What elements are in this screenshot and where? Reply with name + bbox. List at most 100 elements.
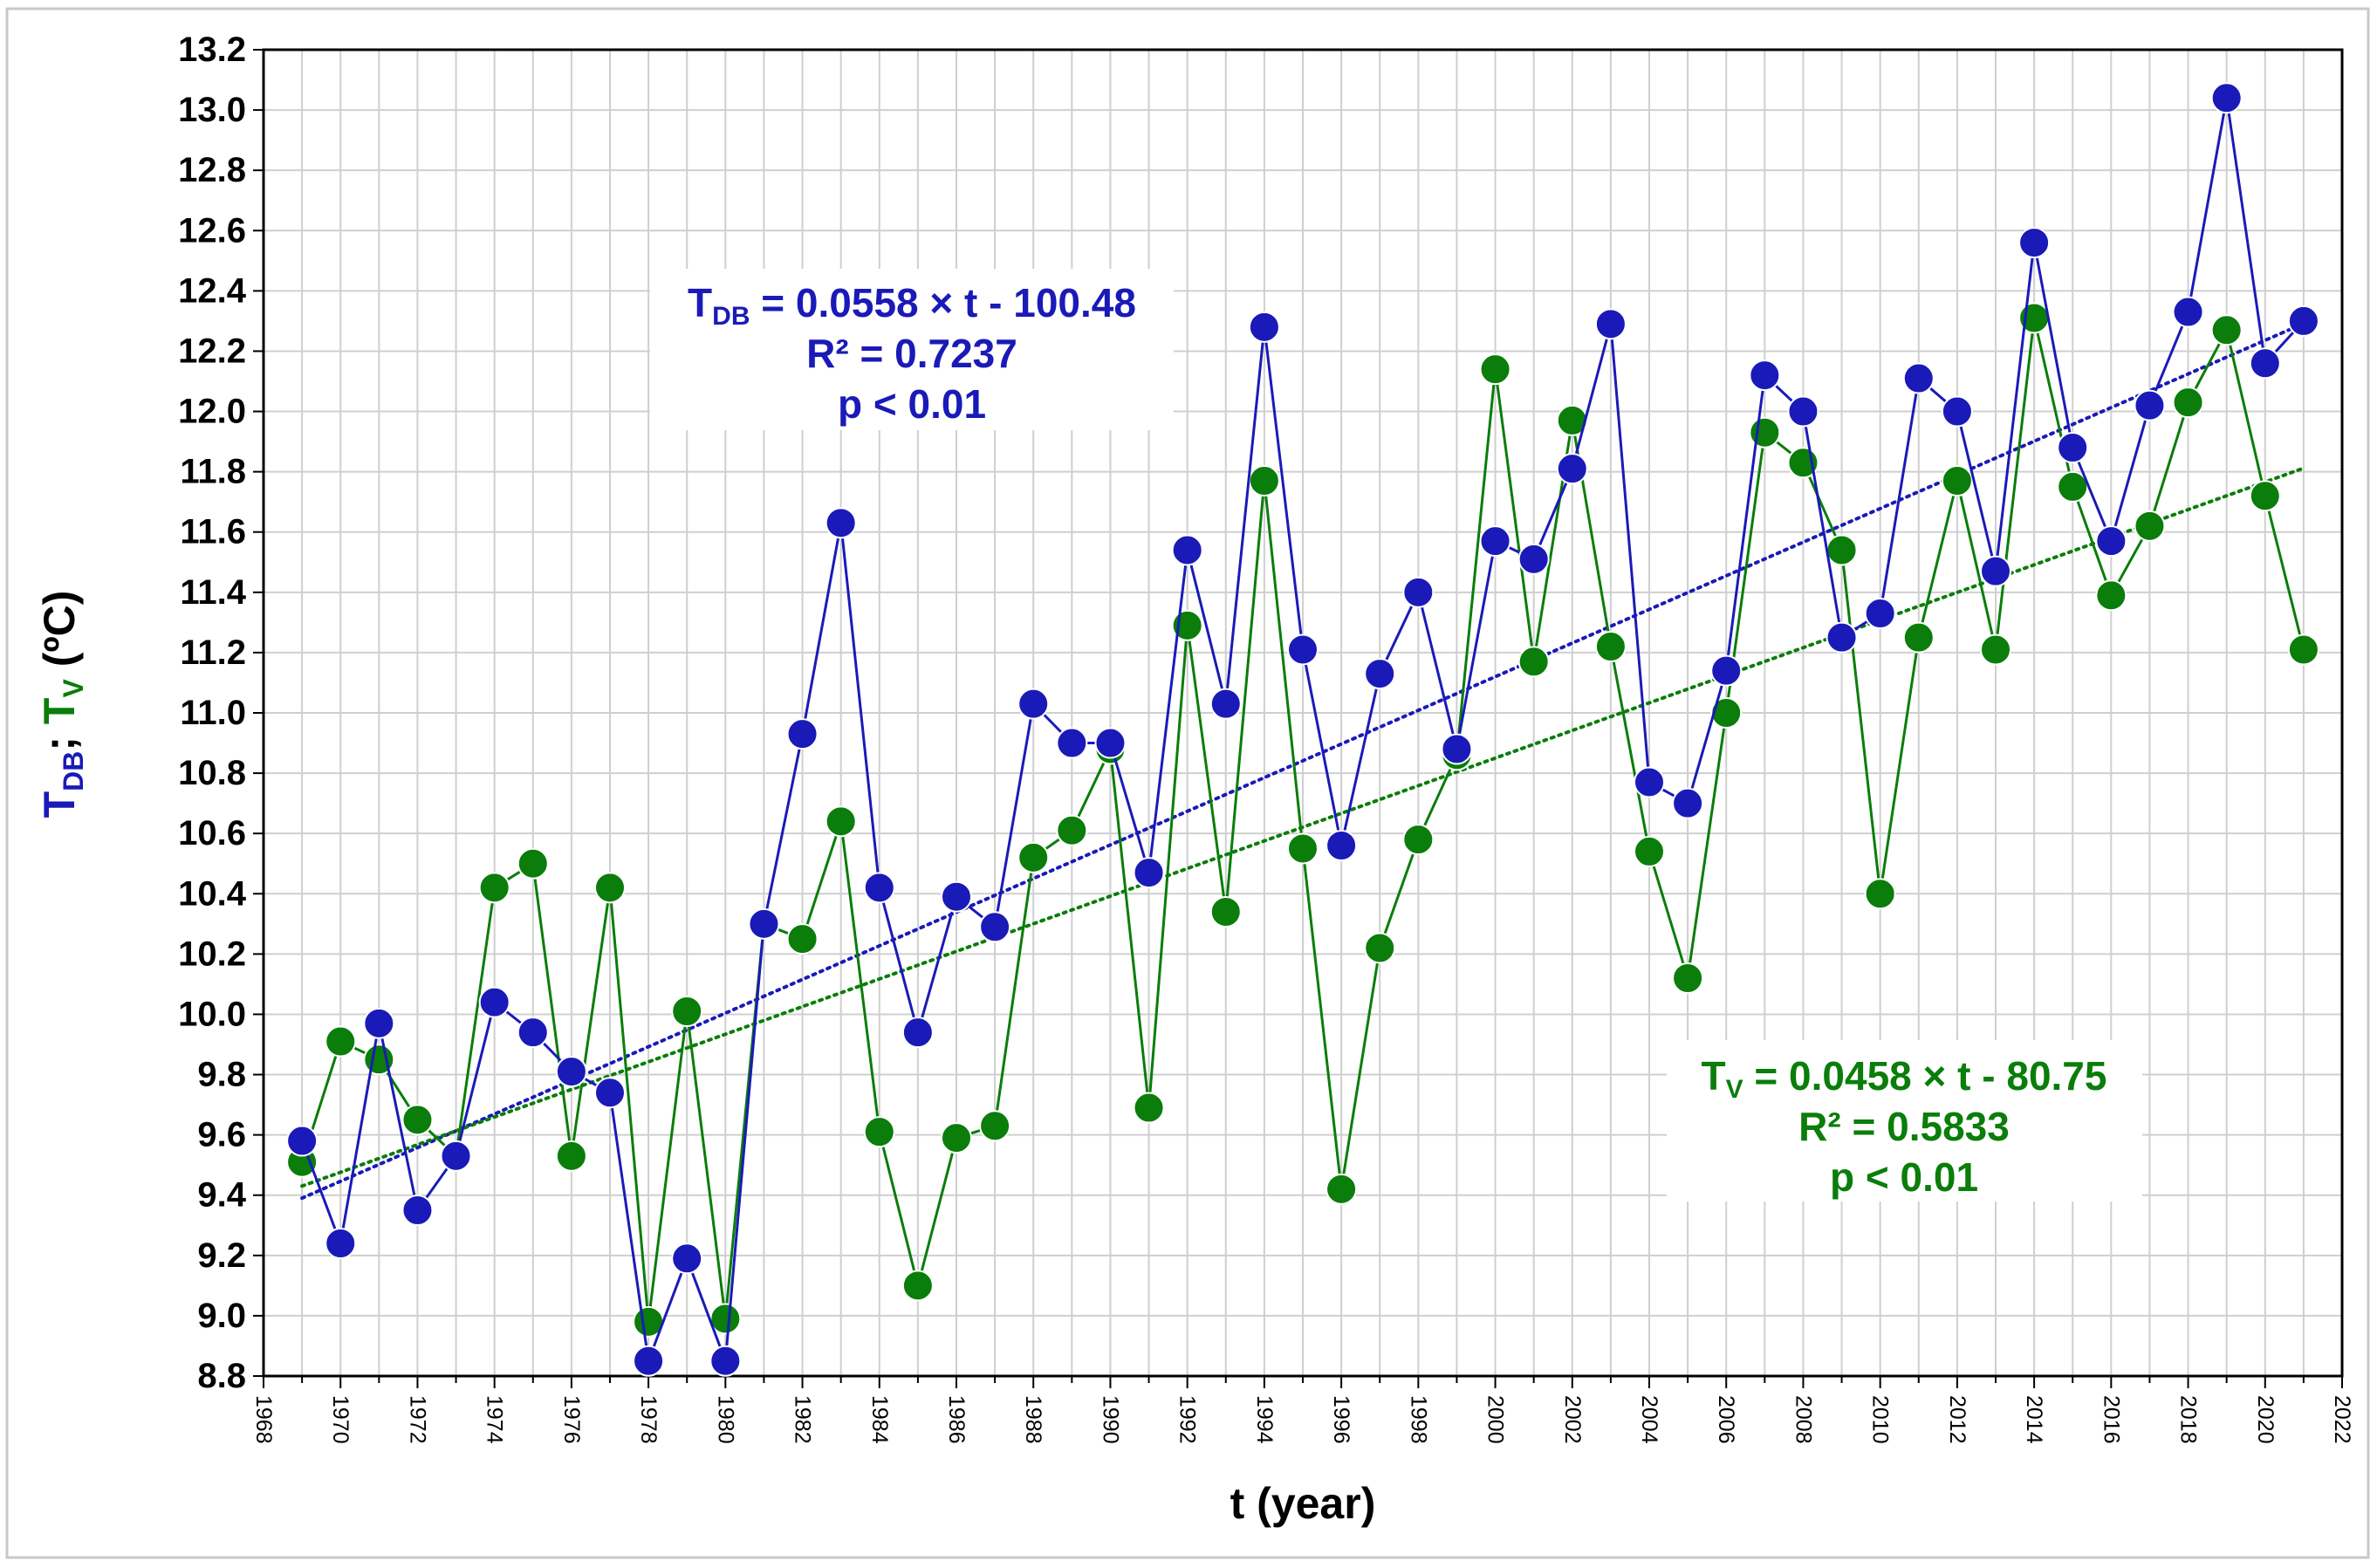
x-tick-label: 2020 [2253, 1395, 2278, 1444]
v-data-point [2057, 470, 2089, 503]
db-data-point [1364, 658, 1396, 690]
v-data-point [1133, 1092, 1165, 1124]
v-data-point [594, 872, 626, 904]
v-data-point [1749, 416, 1781, 448]
v-data-point [941, 1122, 972, 1154]
v-data-point [1248, 465, 1280, 496]
y-tick-label: 10.8 [178, 754, 246, 792]
v-eq-lhs-sub: V [1726, 1075, 1743, 1104]
db-data-point [901, 1017, 934, 1049]
db-data-point [1017, 688, 1050, 720]
v-p-value: p < 0.01 [1830, 1154, 1978, 1200]
db-data-point [1094, 727, 1127, 759]
x-tick-label: 1978 [636, 1395, 661, 1444]
y-tick-label: 9.4 [197, 1176, 246, 1215]
v-data-point [517, 847, 549, 880]
v-data-point [2210, 314, 2243, 346]
x-tick-label: 2006 [1714, 1395, 1738, 1444]
x-tick-label: 2004 [1637, 1395, 1661, 1444]
y-tick-label: 12.0 [178, 393, 246, 431]
db-data-point [478, 986, 510, 1018]
axis-ticks: 1968 1970 1972 1974 1976 1978 1980 1982 1984 1986… [178, 31, 2354, 1444]
db-data-point [1749, 359, 1781, 392]
x-tick-label: 2012 [1945, 1395, 1969, 1444]
v-data-point [1710, 697, 1743, 729]
v-data-point [1941, 465, 1973, 496]
db-data-point [2172, 296, 2204, 328]
v-data-point [2134, 510, 2166, 542]
v-data-point [325, 1025, 357, 1058]
x-tick-label: 1992 [1175, 1395, 1200, 1444]
x-tick-label: 1996 [1329, 1395, 1353, 1444]
x-tick-label: 1998 [1406, 1395, 1430, 1444]
v-data-point [401, 1104, 434, 1136]
x-tick-label: 1968 [251, 1395, 276, 1444]
v-data-point [1556, 404, 1588, 436]
v-data-point [1864, 878, 1896, 910]
x-tick-label: 1972 [405, 1395, 429, 1444]
figure-border [5, 7, 2370, 1559]
db-eq-lhs-sub: DB [712, 302, 750, 331]
db-data-point [517, 1017, 549, 1049]
x-tick-label: 2002 [1560, 1395, 1585, 1444]
v-data-point [1826, 534, 1858, 566]
db-data-point [1941, 395, 1973, 428]
db-data-point [1902, 362, 1935, 394]
v-data-point [1326, 1173, 1358, 1205]
v-eq-lhs-main: T [1702, 1053, 1726, 1099]
x-tick-label: 2010 [1868, 1395, 1893, 1444]
y-tick-label: 11.6 [180, 513, 246, 551]
db-data-point [1634, 766, 1665, 798]
x-tick-label: 2016 [2099, 1395, 2123, 1444]
x-tick-label: 2022 [2330, 1395, 2354, 1444]
db-data-point [786, 718, 819, 750]
v-data-point [478, 872, 510, 904]
db-data-point [671, 1243, 703, 1275]
y-tick-label: 13.2 [178, 31, 246, 69]
db-data-point [825, 507, 857, 539]
x-tick-label: 2000 [1483, 1395, 1508, 1444]
v-data-point [786, 923, 819, 955]
db-data-point [1980, 555, 2011, 587]
db-data-point [363, 1007, 395, 1039]
db-data-point [2287, 305, 2319, 337]
db-data-point [941, 880, 972, 913]
v-data-point [979, 1110, 1011, 1142]
db-data-point [1056, 727, 1088, 759]
db-data-point [979, 911, 1011, 943]
y-tick-label: 11.0 [180, 694, 246, 732]
y-tick-label: 10.6 [178, 814, 246, 852]
db-data-point [709, 1345, 742, 1377]
db-data-point [863, 872, 895, 904]
y-tick-label: 10.4 [178, 874, 247, 913]
db-data-point [1441, 733, 1473, 765]
db-data-point [633, 1345, 665, 1377]
y-tick-label: 13.0 [178, 91, 246, 129]
y-title-db-sub: DB [58, 751, 89, 791]
x-axis-title: t (year) [1230, 1479, 1376, 1528]
db-data-point [1787, 395, 1819, 428]
db-trend-equation: TDB = 0.0558 × t - 100.48 [688, 280, 1136, 331]
v-data-point [709, 1303, 742, 1335]
db-data-point [1710, 654, 1743, 687]
x-tick-label: 1976 [559, 1395, 584, 1444]
db-data-point [2095, 525, 2127, 558]
annotations: TDB = 0.0558 × t - 100.48 R² = 0.7237 p … [650, 269, 2142, 1202]
db-data-point [1248, 311, 1280, 343]
y-title-unit: (ºC) [35, 591, 84, 680]
v-data-point [1634, 835, 1665, 867]
y-tick-label: 10.0 [178, 995, 246, 1033]
v-data-point [1479, 353, 1511, 386]
db-data-point [325, 1228, 357, 1259]
x-tick-label: 1974 [483, 1395, 507, 1444]
db-data-point [1209, 688, 1242, 720]
y-tick-label: 10.2 [178, 935, 246, 973]
y-tick-label: 11.8 [180, 453, 246, 491]
y-tick-label: 9.2 [197, 1236, 246, 1275]
db-data-point [1594, 308, 1627, 340]
db-eq-rhs: = 0.0558 × t - 100.48 [750, 280, 1136, 325]
x-tick-label: 1988 [1021, 1395, 1045, 1444]
y-tick-label: 12.8 [178, 151, 246, 189]
